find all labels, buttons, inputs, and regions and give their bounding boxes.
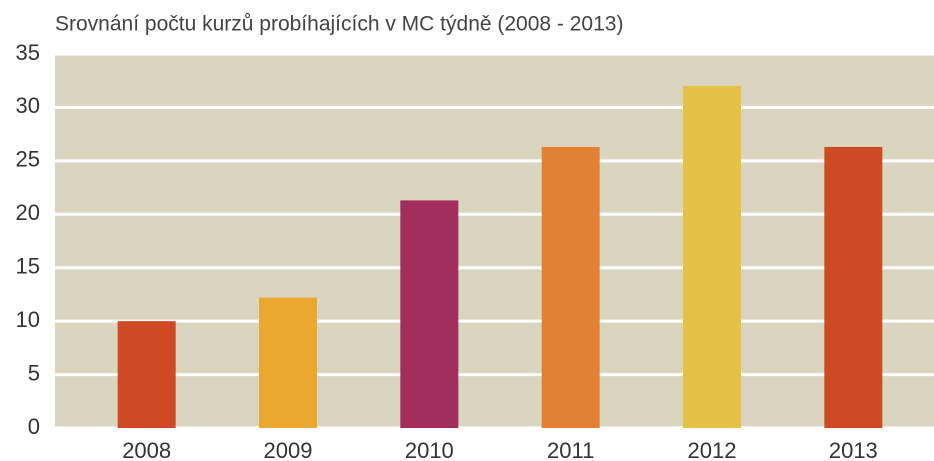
y-tick-label: 15 — [16, 254, 40, 279]
x-tick-label: 2013 — [829, 438, 878, 461]
x-tick-label: 2009 — [264, 438, 313, 461]
y-tick-label: 20 — [16, 200, 40, 225]
bar — [400, 200, 459, 428]
y-tick-label: 30 — [16, 93, 40, 118]
x-tick-label: 2010 — [405, 438, 454, 461]
bar — [824, 146, 883, 429]
bar — [259, 297, 317, 428]
bar — [117, 321, 176, 428]
x-tick-label: 2008 — [122, 438, 171, 461]
y-tick-label: 35 — [16, 40, 40, 65]
x-tick-label: 2011 — [547, 438, 594, 461]
x-tick-label: 2012 — [688, 438, 737, 461]
bar — [541, 146, 600, 429]
bar — [683, 86, 741, 429]
y-tick-label: 25 — [16, 147, 40, 172]
chart-title: Srovnání počtu kurzů probíhajících v MC … — [55, 13, 623, 36]
plot-background — [55, 54, 934, 428]
y-tick-label: 5 — [28, 360, 40, 385]
y-tick-label: 10 — [16, 307, 40, 332]
y-tick-label: 0 — [28, 414, 40, 439]
